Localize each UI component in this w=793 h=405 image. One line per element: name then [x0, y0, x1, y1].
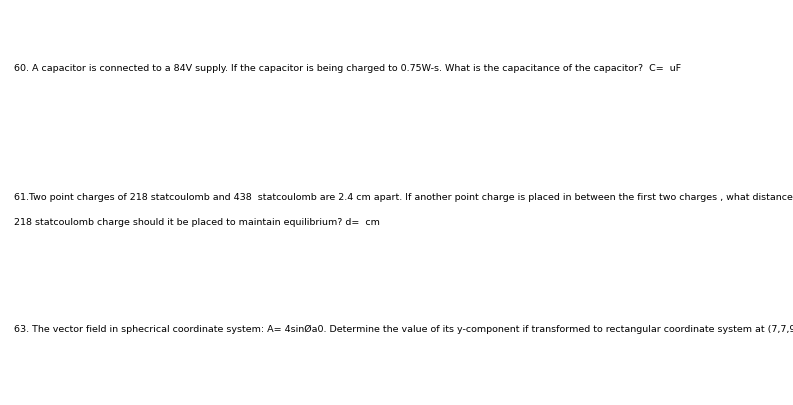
Text: 63. The vector field in sphecrical coordinate system: A= 4sinØa0. Determine the : 63. The vector field in sphecrical coord…	[14, 325, 793, 334]
Text: 218 statcoulomb charge should it be placed to maintain equilibrium? d=  cm: 218 statcoulomb charge should it be plac…	[14, 218, 380, 227]
Text: 60. A capacitor is connected to a 84V supply. If the capacitor is being charged : 60. A capacitor is connected to a 84V su…	[14, 64, 681, 73]
Text: 61.Two point charges of 218 statcoulomb and 438  statcoulomb are 2.4 cm apart. I: 61.Two point charges of 218 statcoulomb …	[14, 194, 793, 202]
